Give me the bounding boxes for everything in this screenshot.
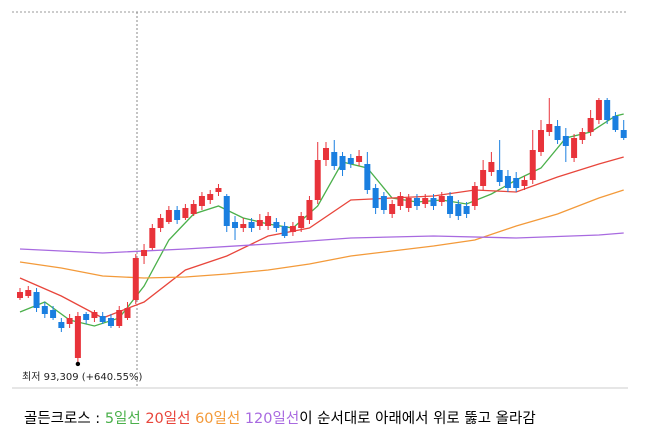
candle-body — [289, 226, 296, 232]
low-marker — [75, 361, 81, 367]
candle-body — [33, 292, 40, 308]
candle-body — [405, 198, 412, 208]
candle-body — [447, 196, 454, 214]
candle-body — [157, 218, 164, 228]
candle-body — [223, 196, 230, 226]
caption-suffix: 이 순서대로 아래에서 위로 뚫고 올라감 — [299, 410, 535, 427]
candle-body — [165, 210, 172, 222]
candle-body — [50, 310, 57, 318]
candle-body — [364, 164, 371, 190]
ma-line — [19, 232, 624, 254]
candle-body — [554, 126, 561, 140]
candle-body — [17, 292, 23, 298]
candle-body — [521, 180, 528, 186]
candle-body — [265, 216, 272, 226]
candle-body — [430, 198, 437, 206]
candle-body — [339, 156, 346, 170]
candle-body — [579, 132, 586, 140]
candle-body — [215, 188, 222, 192]
candle-body — [480, 170, 487, 186]
low-annotation: 최저 93,309 (+640.55%) — [22, 371, 143, 383]
candle-body — [256, 220, 263, 226]
candle-body — [190, 204, 197, 214]
candle-body — [182, 208, 189, 218]
candle-body — [240, 224, 247, 228]
candle-body — [347, 158, 354, 164]
candle-body — [546, 124, 553, 132]
candle-body — [298, 216, 305, 228]
candle-body — [620, 130, 627, 138]
candle-body — [232, 222, 239, 228]
candle-body — [413, 198, 420, 206]
candle-body — [571, 138, 578, 158]
candle-body — [99, 316, 106, 322]
candle-body — [66, 318, 73, 324]
candle-body — [174, 210, 181, 220]
plot: 최저 93,309 (+640.55%) — [17, 98, 627, 383]
candle-body — [248, 222, 255, 228]
candle-body — [372, 188, 379, 208]
caption-series: 5일선 — [105, 410, 141, 427]
candle-body — [41, 306, 48, 314]
candle-body — [314, 160, 321, 200]
candle-body — [562, 136, 569, 146]
caption-prefix: 골든크로스 : — [24, 411, 105, 427]
candle-body — [529, 150, 536, 180]
candle-body — [273, 222, 280, 228]
ma-line — [19, 113, 624, 327]
candle-body — [132, 258, 139, 300]
candle-body — [331, 152, 338, 166]
candle-body — [455, 204, 462, 216]
caption-series: 60일선 — [195, 410, 240, 427]
candle-body — [496, 170, 503, 182]
caption: 골든크로스 : 5일선 20일선 60일선 120일선이 순서대로 아래에서 위… — [24, 410, 536, 427]
candle-body — [504, 176, 511, 188]
candle-body — [281, 226, 288, 236]
candle-body — [389, 204, 396, 214]
caption-series: 120일선 — [245, 410, 299, 427]
candle-body — [107, 318, 114, 326]
candle-body — [538, 130, 545, 152]
candle-body — [488, 162, 495, 172]
candle-body — [422, 198, 429, 204]
candle-body — [604, 100, 611, 120]
candle-body — [471, 186, 478, 206]
candle-body — [587, 118, 594, 132]
candle-body — [463, 206, 470, 214]
candle-body — [306, 200, 313, 220]
candle-body — [116, 310, 123, 326]
candle-body — [356, 156, 363, 162]
ma-line — [19, 156, 624, 319]
candle-body — [513, 178, 520, 188]
candle-body — [397, 196, 404, 206]
candle-body — [595, 100, 602, 120]
candle-body — [198, 196, 205, 206]
candle-body — [83, 314, 90, 320]
candle-body — [438, 196, 445, 202]
candle-body — [124, 308, 131, 318]
candle-body — [25, 290, 32, 296]
ma-line — [19, 189, 624, 279]
candle-body — [207, 194, 214, 200]
candle-body — [91, 312, 98, 318]
candle-body — [612, 116, 619, 130]
candle-body — [58, 322, 65, 328]
candle-body — [141, 250, 148, 256]
candle-body — [74, 316, 81, 358]
caption-series: 20일선 — [145, 410, 190, 427]
candle-body — [322, 148, 329, 160]
candle-body — [149, 228, 156, 248]
candle-body — [380, 196, 387, 210]
